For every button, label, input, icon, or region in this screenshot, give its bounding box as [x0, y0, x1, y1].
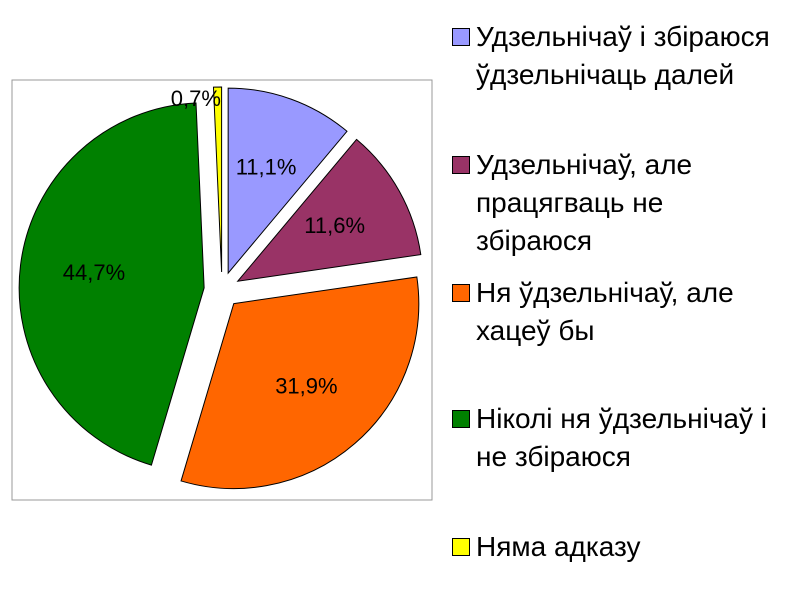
pie-slice [180, 276, 420, 490]
legend-label: Удзельнічаў, але працягваць не збіраюся [476, 149, 693, 256]
legend-swatch [452, 410, 470, 428]
legend-item: Удзельнічаў, але працягваць не збіраюся [452, 146, 792, 260]
legend-item: Удзельнічаў і збіраюся ўдзельнічаць дале… [452, 18, 792, 94]
pie-slice [236, 138, 422, 282]
legend-label: Няма адказу [476, 531, 641, 562]
slice-label: 44,7% [63, 260, 125, 285]
slice-label: 0,7% [171, 86, 221, 111]
pie-slice [18, 102, 205, 466]
pie-slice [212, 86, 223, 273]
legend-swatch [452, 284, 470, 302]
legend-item: Ніколі ня ўдзельнічаў і не збіраюся [452, 400, 792, 476]
legend-item: Ня ўдзельнічаў, але хацеў бы [452, 274, 792, 350]
chart: 11,1% 11,6% 31,9% 44,7% 0,7% [11, 79, 433, 501]
legend-label: Ніколі ня ўдзельнічаў і не збіраюся [476, 403, 767, 472]
legend-swatch [452, 156, 470, 174]
slice-label: 31,9% [275, 373, 337, 398]
slice-label: 11,6% [304, 213, 365, 238]
legend-label: Ня ўдзельнічаў, але хацеў бы [476, 277, 734, 346]
legend-swatch [452, 28, 470, 46]
legend-item: Няма адказу [452, 528, 792, 566]
pie-slice [227, 87, 348, 275]
legend-label: Удзельнічаў і збіраюся ўдзельнічаць дале… [476, 21, 770, 90]
slice-label: 11,1% [236, 155, 297, 180]
legend-swatch [452, 538, 470, 556]
